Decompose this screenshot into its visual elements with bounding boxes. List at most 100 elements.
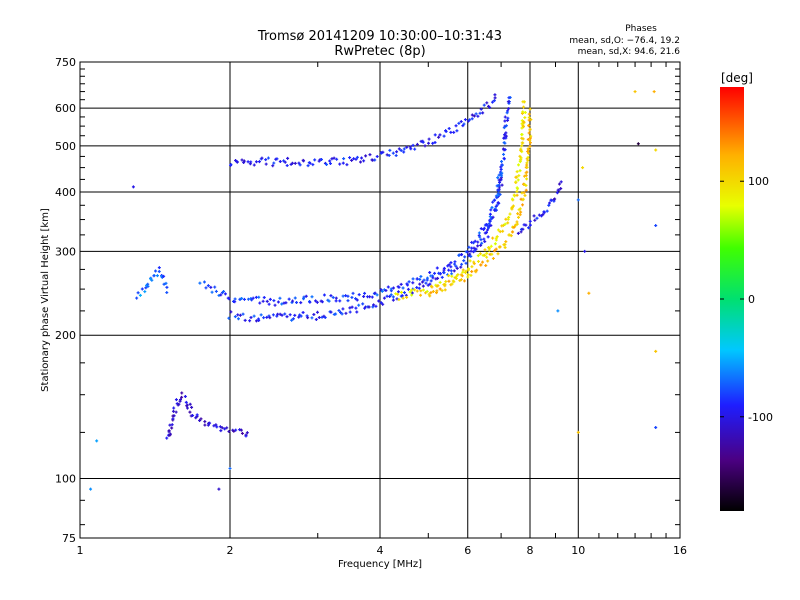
echo-point — [363, 291, 367, 295]
echo-point — [528, 141, 532, 145]
echo-point — [486, 259, 490, 263]
echo-point — [264, 162, 268, 166]
echo-point — [515, 170, 519, 174]
echo-point — [164, 281, 168, 285]
echo-point — [157, 269, 161, 273]
echo-point — [233, 315, 237, 319]
echo-point — [280, 313, 284, 317]
echo-point — [396, 292, 400, 296]
echo-point — [524, 188, 528, 192]
echo-point — [262, 295, 266, 299]
echo-point — [354, 306, 358, 310]
echo-point — [478, 111, 482, 115]
y-tick-label: 400 — [55, 186, 76, 199]
echo-point — [438, 133, 442, 137]
echo-point — [308, 300, 312, 304]
echo-point — [329, 310, 333, 314]
echo-point — [370, 295, 374, 299]
echo-point — [410, 288, 414, 292]
echo-point — [442, 266, 446, 270]
echo-point — [389, 287, 393, 291]
echo-point — [493, 242, 497, 246]
echo-point — [463, 255, 467, 259]
echo-point — [498, 245, 502, 249]
echo-point — [521, 141, 525, 145]
echo-point — [418, 277, 422, 281]
echo-point — [476, 259, 480, 263]
echo-point — [444, 129, 448, 133]
echo-point — [276, 312, 280, 316]
echo-point — [335, 157, 339, 161]
echo-point — [278, 296, 282, 300]
echo-point — [514, 180, 518, 184]
echo-point — [373, 158, 377, 162]
echo-point — [131, 185, 135, 189]
echo-point — [427, 141, 431, 145]
echo-point — [447, 274, 451, 278]
echo-point — [285, 315, 289, 319]
echo-point — [285, 164, 289, 168]
echo-point — [510, 207, 514, 211]
echo-point — [299, 314, 303, 318]
echo-point — [385, 153, 389, 157]
echo-point — [392, 286, 396, 290]
echo-point — [95, 439, 99, 443]
echo-point — [527, 124, 531, 128]
echo-point — [528, 127, 532, 131]
echo-point — [415, 277, 419, 281]
echo-point — [283, 160, 287, 164]
echo-point — [456, 273, 460, 277]
echo-point — [515, 189, 519, 193]
echo-point — [252, 163, 256, 167]
echo-point — [525, 170, 529, 174]
echo-point — [557, 188, 561, 192]
echo-point — [415, 142, 419, 146]
echo-point — [209, 285, 213, 289]
echo-point — [420, 280, 424, 284]
echo-point — [488, 212, 492, 216]
echo-point — [299, 301, 303, 305]
echo-point — [506, 221, 510, 225]
echo-point — [136, 291, 140, 295]
echo-point — [423, 144, 427, 148]
echo-point — [482, 237, 486, 241]
echo-point — [541, 213, 545, 217]
echo-point — [468, 118, 472, 122]
echo-point — [244, 434, 248, 438]
echo-point — [476, 254, 480, 258]
echo-point — [371, 305, 375, 309]
echo-point — [225, 426, 229, 430]
echo-point — [535, 216, 539, 220]
echo-point — [516, 212, 520, 216]
echo-point — [527, 116, 531, 120]
echo-point — [171, 414, 175, 418]
echo-point — [388, 148, 392, 152]
echo-point — [516, 187, 520, 191]
echo-point — [374, 304, 378, 308]
echo-point — [521, 203, 525, 207]
echo-point — [340, 312, 344, 316]
echo-point — [282, 159, 286, 163]
echo-point — [248, 319, 252, 323]
echo-point — [411, 143, 415, 147]
echo-point — [440, 275, 444, 279]
echo-point — [509, 234, 513, 238]
echo-point — [483, 248, 487, 252]
echo-point — [411, 277, 415, 281]
echo-point — [438, 280, 442, 284]
echo-point — [482, 103, 486, 107]
echo-point — [526, 155, 530, 159]
echo-point — [185, 406, 189, 410]
echo-point — [267, 314, 271, 318]
echo-point — [506, 217, 510, 221]
echo-point — [478, 252, 482, 256]
echo-point — [167, 429, 171, 433]
echo-point — [518, 158, 522, 162]
echo-point — [516, 231, 520, 235]
echo-point — [293, 313, 297, 317]
echo-point — [428, 282, 432, 286]
echo-point — [527, 226, 531, 230]
echo-point — [185, 404, 189, 408]
echo-point — [476, 240, 480, 244]
echo-point — [143, 290, 147, 294]
